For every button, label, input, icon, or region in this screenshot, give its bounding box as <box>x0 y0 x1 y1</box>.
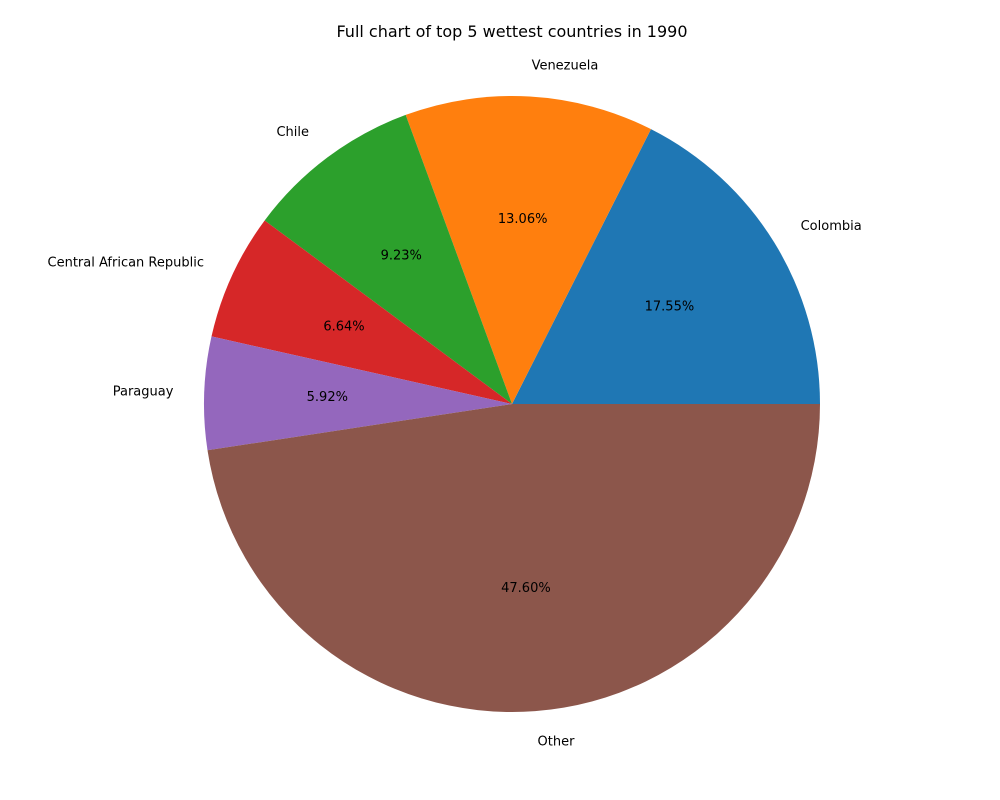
slice-value-chile: 9.23% <box>381 249 422 264</box>
slice-value-colombia: 17.55% <box>645 300 695 315</box>
slice-label-central-african-republic: Central African Republic <box>48 255 204 270</box>
pie-slice-colombia <box>512 129 821 404</box>
slice-value-other: 47.60% <box>501 581 551 596</box>
slice-label-other: Other <box>538 734 576 749</box>
slice-label-colombia: Colombia <box>801 219 862 234</box>
slice-value-venezuela: 13.06% <box>498 212 548 227</box>
pie-labels: Colombia 17.55% Venezuela 13.06% Chile 9.23% C… <box>48 58 862 749</box>
pie-slice-chile <box>264 114 512 405</box>
pie-slice-other <box>207 404 821 712</box>
slice-value-central-african-republic: 6.64% <box>323 320 364 335</box>
slice-label-paraguay: Paraguay <box>113 385 174 400</box>
slice-label-chile: Chile <box>276 125 309 140</box>
slice-label-venezuela: Venezuela <box>532 58 599 73</box>
pie-slice-venezuela <box>405 96 651 405</box>
pie-slice-central-african-republic <box>211 220 512 404</box>
pie-slice-paraguay <box>204 336 513 451</box>
chart-title: Full chart of top 5 wettest countries in… <box>336 22 687 41</box>
slice-value-paraguay: 5.92% <box>307 390 348 405</box>
pie-slices <box>204 96 821 712</box>
